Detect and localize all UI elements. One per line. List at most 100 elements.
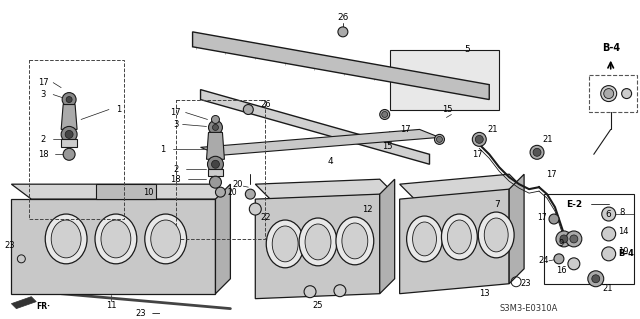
Text: 20: 20	[228, 188, 237, 197]
Polygon shape	[255, 179, 395, 199]
Text: 13: 13	[479, 289, 490, 298]
Text: 24: 24	[539, 256, 549, 265]
Ellipse shape	[51, 220, 81, 258]
Circle shape	[216, 187, 225, 197]
Text: 16: 16	[556, 266, 566, 275]
Polygon shape	[509, 174, 524, 284]
Text: B-4: B-4	[619, 249, 635, 258]
Ellipse shape	[272, 226, 298, 262]
Text: 18: 18	[170, 175, 181, 184]
Text: 1: 1	[160, 145, 165, 154]
Polygon shape	[61, 139, 77, 147]
Text: 7: 7	[494, 200, 500, 209]
Circle shape	[381, 112, 388, 117]
Text: 19: 19	[618, 247, 629, 256]
Text: 26: 26	[260, 100, 271, 109]
Text: 14: 14	[618, 227, 629, 236]
Ellipse shape	[45, 214, 87, 264]
Text: 15: 15	[383, 142, 393, 151]
Text: 3: 3	[40, 90, 46, 99]
Ellipse shape	[447, 220, 471, 254]
Polygon shape	[61, 105, 77, 130]
Text: E-2: E-2	[566, 200, 582, 209]
Circle shape	[61, 126, 77, 142]
Circle shape	[63, 148, 75, 160]
Circle shape	[435, 134, 444, 145]
Bar	[29, 60, 124, 219]
Text: 5: 5	[465, 45, 470, 54]
Circle shape	[602, 227, 616, 241]
Text: 15: 15	[442, 105, 452, 114]
Polygon shape	[207, 132, 225, 159]
Circle shape	[588, 271, 604, 287]
Text: 17: 17	[400, 125, 411, 134]
Polygon shape	[200, 130, 440, 155]
Circle shape	[560, 235, 568, 243]
Text: 2: 2	[40, 135, 46, 144]
Text: 4: 4	[327, 157, 333, 166]
Text: 18: 18	[38, 150, 49, 159]
Ellipse shape	[442, 214, 477, 260]
Polygon shape	[216, 184, 230, 294]
Text: 17: 17	[38, 78, 49, 87]
Text: 6: 6	[606, 210, 612, 219]
Polygon shape	[380, 179, 395, 294]
Ellipse shape	[478, 212, 514, 258]
Ellipse shape	[342, 223, 368, 259]
Circle shape	[304, 286, 316, 298]
Polygon shape	[207, 169, 223, 176]
Text: 9: 9	[558, 239, 564, 249]
Circle shape	[568, 258, 580, 270]
Circle shape	[566, 231, 582, 247]
Ellipse shape	[151, 220, 180, 258]
Bar	[544, 194, 634, 284]
Polygon shape	[193, 32, 489, 100]
Circle shape	[209, 176, 221, 188]
Text: 10: 10	[143, 188, 154, 197]
Text: 21: 21	[543, 135, 553, 144]
Circle shape	[533, 148, 541, 156]
Bar	[589, 75, 637, 113]
Ellipse shape	[101, 220, 131, 258]
Polygon shape	[12, 199, 216, 294]
Polygon shape	[12, 184, 230, 199]
Polygon shape	[96, 184, 156, 199]
Text: 17: 17	[472, 150, 483, 159]
Circle shape	[549, 214, 559, 224]
Circle shape	[602, 247, 616, 261]
Ellipse shape	[484, 218, 508, 252]
Text: 17: 17	[537, 212, 547, 221]
Text: 26: 26	[337, 13, 349, 22]
Circle shape	[334, 285, 346, 297]
Ellipse shape	[299, 218, 337, 266]
Circle shape	[472, 132, 486, 146]
Text: S3M3-E0310A: S3M3-E0310A	[500, 304, 558, 313]
Circle shape	[62, 93, 76, 107]
Circle shape	[212, 124, 218, 130]
Ellipse shape	[413, 222, 436, 256]
Circle shape	[207, 156, 223, 172]
Text: 17: 17	[170, 108, 181, 117]
Text: —: —	[152, 309, 160, 318]
Ellipse shape	[95, 214, 137, 264]
Polygon shape	[390, 50, 499, 109]
Text: FR·: FR·	[36, 302, 50, 311]
Polygon shape	[255, 194, 380, 299]
Text: 17: 17	[546, 170, 556, 179]
Text: 3: 3	[173, 120, 179, 129]
Polygon shape	[399, 174, 524, 199]
Circle shape	[530, 145, 544, 159]
Bar	[175, 100, 265, 239]
Circle shape	[209, 121, 223, 134]
Circle shape	[245, 189, 255, 199]
Circle shape	[604, 89, 614, 99]
Polygon shape	[399, 189, 509, 294]
Text: 23: 23	[4, 241, 15, 250]
Text: 23: 23	[136, 309, 146, 318]
Text: 12: 12	[362, 204, 373, 213]
Ellipse shape	[266, 220, 304, 268]
Circle shape	[601, 85, 617, 101]
Circle shape	[602, 207, 616, 221]
Polygon shape	[12, 297, 36, 308]
Text: 21: 21	[487, 125, 497, 134]
